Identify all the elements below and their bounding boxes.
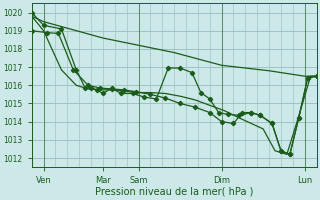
X-axis label: Pression niveau de la mer( hPa ): Pression niveau de la mer( hPa ): [95, 187, 253, 197]
